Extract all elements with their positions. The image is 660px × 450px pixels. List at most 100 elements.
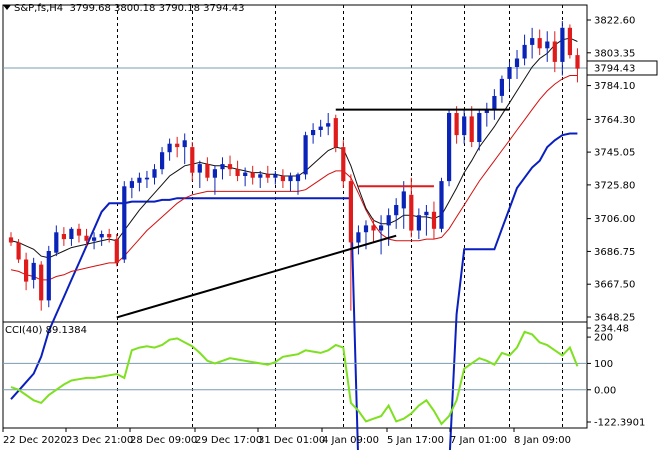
price-tick-label: 3803.35 xyxy=(594,48,635,59)
time-label: 31 Dec 01:00 xyxy=(258,435,325,446)
candle-body xyxy=(431,211,437,229)
price-tick-label: 3706.00 xyxy=(594,214,635,225)
candle-body xyxy=(484,109,489,113)
candle-body xyxy=(122,186,127,260)
candle-body xyxy=(454,113,459,136)
candle-body xyxy=(250,172,255,178)
candle-body xyxy=(69,228,74,239)
cci-tick-label: 100 xyxy=(594,359,613,370)
candle-body xyxy=(175,143,180,148)
slow-ma-line xyxy=(10,75,578,281)
time-label: 8 Jan 09:00 xyxy=(514,435,571,446)
candle-body xyxy=(129,181,134,188)
price-tick-label: 3686.75 xyxy=(594,247,635,258)
price-tick-label: 3822.60 xyxy=(594,16,635,27)
candle-body xyxy=(273,174,278,178)
candle-body xyxy=(477,113,482,142)
candle-body xyxy=(46,251,51,301)
candle-body xyxy=(341,147,346,182)
candle-body xyxy=(530,38,535,45)
current-price-label: 3794.43 xyxy=(594,63,635,74)
price-tick-label: 3725.80 xyxy=(594,180,635,191)
candle-body xyxy=(243,172,248,176)
time-label: 29 Dec 17:00 xyxy=(195,435,262,446)
candle-body xyxy=(16,242,21,260)
time-label: 22 Dec 2020 xyxy=(3,435,67,446)
price-tick-label: 3745.05 xyxy=(594,148,635,159)
time-label: 7 Jan 01:00 xyxy=(450,435,507,446)
candle-body xyxy=(416,215,421,231)
candle-body xyxy=(348,181,353,243)
price-tick-label: 3784.10 xyxy=(594,81,635,92)
candle-body xyxy=(394,205,399,216)
candle-body xyxy=(371,225,376,231)
candle-body xyxy=(280,176,285,182)
candle-body xyxy=(333,118,338,148)
candle-body xyxy=(197,164,202,173)
candle-body xyxy=(492,96,497,110)
candle-body xyxy=(220,164,225,170)
candle-body xyxy=(522,44,527,59)
time-label: 28 Dec 09:00 xyxy=(130,435,197,446)
candle-body xyxy=(401,191,406,209)
candle-body xyxy=(54,232,59,253)
candle-body xyxy=(326,123,331,127)
candle-body xyxy=(575,55,580,69)
candle-body xyxy=(409,194,414,231)
cci-line xyxy=(10,330,579,426)
candle-body xyxy=(303,135,308,175)
candle-body xyxy=(462,116,467,136)
candle-body xyxy=(99,234,104,238)
candle-body xyxy=(560,27,565,62)
candle-body xyxy=(537,38,542,49)
time-label: 5 Jan 17:00 xyxy=(387,435,444,446)
candle-body xyxy=(235,169,240,176)
cci-name: CCI(40) xyxy=(5,325,43,336)
trendline xyxy=(116,234,397,319)
cci-header: CCI(40) 89.1384 xyxy=(5,325,87,336)
candle-body xyxy=(144,177,150,180)
cci-tick-label: 234.48 xyxy=(594,324,629,335)
ohlc-readout: 3799.68 3800.18 3790.18 3794.43 xyxy=(69,3,245,14)
chart-header: S&P,fs,H4 3799.68 3800.18 3790.18 3794.4… xyxy=(3,3,244,14)
candle-body xyxy=(8,237,14,243)
candle-body xyxy=(24,259,29,282)
candle-body xyxy=(76,228,82,236)
cci-panel-frame xyxy=(2,321,588,429)
candle-body xyxy=(190,147,195,173)
cci-tick-label: 200 xyxy=(594,333,613,344)
time-label: 4 Jan 09:00 xyxy=(322,435,379,446)
candle-body xyxy=(84,235,89,241)
candle-body xyxy=(356,232,361,243)
candle-body xyxy=(499,78,504,96)
candle-body xyxy=(295,174,301,182)
candle-body xyxy=(92,237,97,241)
cci-tick-label: -122.3901 xyxy=(594,418,645,429)
price-tick-label: 3667.50 xyxy=(594,280,635,291)
candle-body xyxy=(258,174,263,178)
candle-body xyxy=(379,225,384,231)
candle-body xyxy=(288,176,293,182)
candle-body xyxy=(182,140,187,148)
candle-body xyxy=(545,41,550,49)
candle-body xyxy=(167,143,172,153)
candle-body xyxy=(265,174,270,178)
candle-body xyxy=(152,169,157,178)
dropdown-triangle-icon[interactable] xyxy=(3,5,11,10)
cci-tick-label: 0.00 xyxy=(594,385,616,396)
candle-body xyxy=(469,116,474,142)
main-panel-frame xyxy=(2,4,588,323)
price-tick-label: 3764.30 xyxy=(594,115,635,126)
candle-body xyxy=(107,234,112,238)
candle-body xyxy=(227,164,233,170)
candle-body xyxy=(160,152,165,170)
candle-body xyxy=(424,211,429,216)
candle-body xyxy=(31,262,36,280)
candle-body xyxy=(39,264,44,301)
candle-body xyxy=(514,58,520,67)
candle-body xyxy=(447,113,452,182)
candle-body xyxy=(507,67,512,79)
price-tick-label: 3648.25 xyxy=(594,313,635,324)
candle-body xyxy=(363,225,369,233)
